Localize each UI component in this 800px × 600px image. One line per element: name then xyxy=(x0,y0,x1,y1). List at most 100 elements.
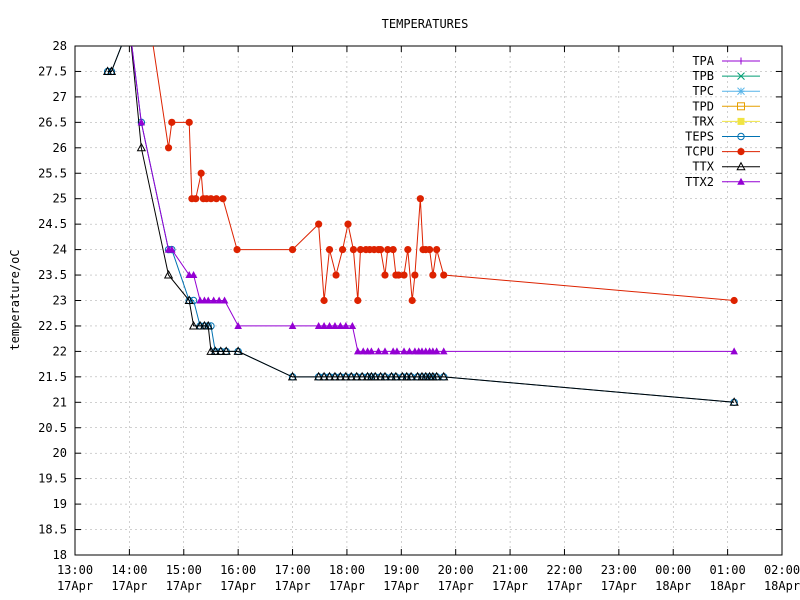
series-ttx2-point xyxy=(367,347,376,355)
series-ttx-point xyxy=(216,346,226,355)
y-tick-label: 20.5 xyxy=(38,421,67,435)
series-ttx2-point xyxy=(400,347,408,355)
legend-label: TRX xyxy=(692,114,714,128)
x-tick-label-day: 17Apr xyxy=(383,579,419,593)
y-tick-label: 21.5 xyxy=(38,370,67,384)
y-tick-label: 24.5 xyxy=(38,217,67,231)
series-tcpu-point xyxy=(164,144,173,152)
y-tick-label: 18 xyxy=(53,548,67,562)
series-tcpu-point xyxy=(354,296,362,305)
series-ttx-point xyxy=(106,66,117,75)
legend-teps-swatch-point xyxy=(737,132,745,141)
series-tcpu-point xyxy=(320,296,328,305)
legend-ttx2: TTX2 xyxy=(685,175,760,189)
series-ttx2-point xyxy=(215,296,223,304)
series-ttx-point xyxy=(352,371,362,381)
x-tick-label-time: 20:00 xyxy=(438,563,474,577)
y-tick-label: 25.5 xyxy=(38,166,67,180)
series-ttx2-point xyxy=(381,347,389,355)
series-group xyxy=(102,46,739,406)
series-ttx2-point xyxy=(336,321,345,329)
x-tick-label-time: 00:00 xyxy=(655,563,691,577)
series-tcpu-point xyxy=(168,118,176,126)
series-ttx2-point xyxy=(220,296,229,304)
series-ttx2-point xyxy=(288,321,297,329)
series-ttx-point xyxy=(346,371,356,381)
legend-label: TPB xyxy=(692,69,714,83)
series-tcpu-point xyxy=(425,246,434,254)
x-tick-label-time: 17:00 xyxy=(274,563,310,577)
series-ttx2-point xyxy=(234,321,242,329)
series-tcpu-point xyxy=(377,246,385,254)
y-tick-label: 23.5 xyxy=(38,268,67,282)
series-tcpu-point xyxy=(429,271,437,279)
x-tick-label-time: 22:00 xyxy=(546,563,582,577)
series-ttx xyxy=(102,46,739,406)
x-tick-label-day: 17Apr xyxy=(329,579,365,593)
series-tcpu-point xyxy=(433,246,441,254)
y-tick-label: 28 xyxy=(53,39,67,53)
series-tcpu-point xyxy=(400,271,408,279)
series-ttx2-point xyxy=(209,296,218,304)
series-ttx2-point xyxy=(325,321,334,329)
x-tick-label-day: 17Apr xyxy=(274,579,310,593)
series-tcpu-point xyxy=(408,296,416,305)
series-ttx2 xyxy=(131,46,738,355)
plot-frame xyxy=(74,45,783,556)
y-tick-label: 27 xyxy=(53,90,67,104)
legend-ttx-swatch-point xyxy=(736,161,746,171)
series-tcpu-point xyxy=(338,246,347,254)
series-ttx-point xyxy=(330,371,340,381)
y-tick-label: 26.5 xyxy=(38,115,67,129)
x-tick-label-day: 18Apr xyxy=(764,579,800,593)
x-tick-label-day: 17Apr xyxy=(438,579,474,593)
legend-label: TPD xyxy=(692,99,714,113)
chart-title: TEMPERATURES xyxy=(382,17,469,31)
series-tcpu xyxy=(152,46,738,305)
series-tcpu-point xyxy=(344,220,352,228)
x-tick-label-day: 17Apr xyxy=(220,579,256,593)
y-tick-label: 23 xyxy=(53,294,67,308)
series-ttx2-point xyxy=(137,118,146,126)
legend-tcpu-swatch-point xyxy=(737,148,745,156)
y-tick-label: 25 xyxy=(53,192,67,206)
series-tcpu-point xyxy=(288,246,297,254)
legend-teps: TEPS xyxy=(685,130,760,144)
legend-tpd: TPD xyxy=(692,99,760,113)
series-ttx-point xyxy=(287,371,298,381)
x-tick-label-day: 17Apr xyxy=(111,579,147,593)
series-tcpu-point xyxy=(394,271,403,279)
series-tcpu-point xyxy=(404,246,412,254)
series-ttx-point xyxy=(210,346,220,355)
series-ttx-point xyxy=(319,371,329,381)
series-tcpu-point xyxy=(325,246,334,254)
series-ttx-point xyxy=(188,320,199,330)
series-ttx2-point xyxy=(348,321,357,329)
x-tick-label-time: 02:00 xyxy=(764,563,800,577)
y-tick-label: 19.5 xyxy=(38,472,67,486)
legend-trx-swatch-point xyxy=(737,117,745,125)
series-tcpu-point xyxy=(192,195,200,203)
series-tcpu-point xyxy=(219,195,227,203)
series-ttx2-point xyxy=(439,347,448,355)
series-ttx2-point xyxy=(314,321,323,329)
y-tick-label: 18.5 xyxy=(38,523,67,537)
x-tick-label-time: 23:00 xyxy=(601,563,637,577)
axes: 18 18.5 19 19.5 20 20.5 21 21.5 22 22.5 23 23.5 24 24… xyxy=(38,39,800,593)
x-tick-label-time: 21:00 xyxy=(492,563,528,577)
legend-label: TTX xyxy=(692,160,714,174)
series-tcpu-point xyxy=(207,195,215,203)
series-ttx2-point xyxy=(168,245,176,253)
series-ttx-point xyxy=(380,371,390,381)
y-tick-label: 26 xyxy=(53,141,67,155)
y-tick-label: 27.5 xyxy=(38,64,67,78)
series-ttx-point xyxy=(324,371,335,381)
x-tick-label-time: 16:00 xyxy=(220,563,256,577)
legend-tcpu: TCPU xyxy=(685,145,760,159)
x-tick-label-day: 18Apr xyxy=(655,579,691,593)
series-ttx2-point xyxy=(342,321,350,329)
legend-tpa: TPA xyxy=(692,54,760,68)
